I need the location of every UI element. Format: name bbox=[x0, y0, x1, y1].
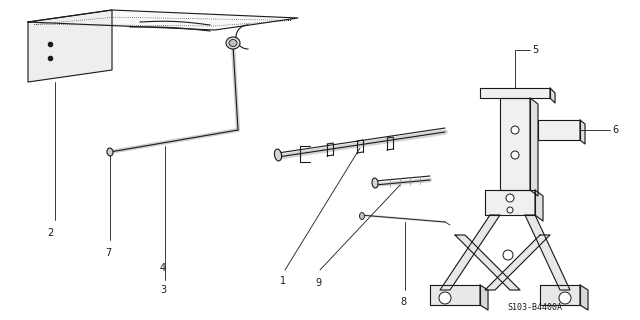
Ellipse shape bbox=[275, 149, 282, 161]
Polygon shape bbox=[540, 285, 580, 305]
Text: S103-B4400A: S103-B4400A bbox=[508, 303, 563, 313]
Ellipse shape bbox=[360, 212, 365, 220]
Text: 4: 4 bbox=[160, 263, 166, 273]
Ellipse shape bbox=[559, 292, 571, 304]
Polygon shape bbox=[535, 190, 543, 221]
Text: 1: 1 bbox=[280, 276, 286, 286]
Text: 6: 6 bbox=[612, 125, 618, 135]
Ellipse shape bbox=[226, 37, 240, 49]
Polygon shape bbox=[28, 10, 112, 82]
Text: 3: 3 bbox=[160, 285, 166, 295]
Polygon shape bbox=[530, 98, 538, 196]
Ellipse shape bbox=[229, 39, 237, 46]
Polygon shape bbox=[480, 285, 488, 310]
Polygon shape bbox=[525, 215, 570, 290]
Polygon shape bbox=[580, 120, 585, 144]
Ellipse shape bbox=[503, 250, 513, 260]
Polygon shape bbox=[485, 235, 550, 290]
Ellipse shape bbox=[107, 148, 113, 156]
Ellipse shape bbox=[372, 178, 378, 188]
Polygon shape bbox=[430, 285, 480, 305]
Ellipse shape bbox=[507, 207, 513, 213]
Text: 9: 9 bbox=[315, 278, 321, 288]
Text: 8: 8 bbox=[400, 297, 406, 307]
Text: 5: 5 bbox=[532, 45, 538, 55]
Polygon shape bbox=[485, 190, 535, 215]
Ellipse shape bbox=[511, 151, 519, 159]
Ellipse shape bbox=[511, 126, 519, 134]
Polygon shape bbox=[455, 235, 520, 290]
Polygon shape bbox=[550, 88, 555, 103]
Polygon shape bbox=[580, 285, 588, 310]
Polygon shape bbox=[538, 120, 580, 140]
Polygon shape bbox=[28, 10, 298, 30]
Text: 2: 2 bbox=[47, 228, 53, 238]
Polygon shape bbox=[440, 215, 500, 290]
Ellipse shape bbox=[506, 194, 514, 202]
Polygon shape bbox=[480, 88, 550, 98]
Polygon shape bbox=[500, 98, 530, 190]
Ellipse shape bbox=[439, 292, 451, 304]
Text: 7: 7 bbox=[105, 248, 111, 258]
